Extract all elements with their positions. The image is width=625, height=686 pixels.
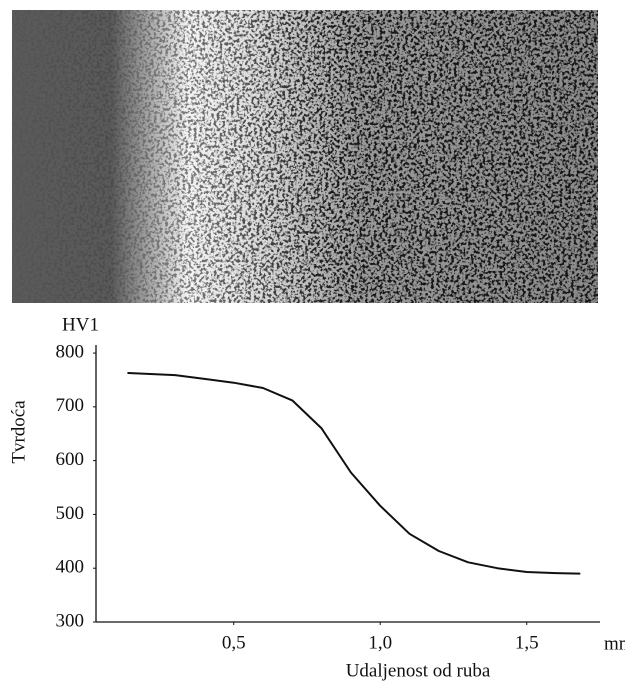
y-tick-label: 400	[56, 557, 85, 578]
x-unit: mm	[604, 633, 625, 654]
x-tick-label: 1,0	[368, 632, 392, 653]
micrograph	[12, 10, 598, 303]
y-tick-label: 300	[56, 610, 85, 631]
y-tick-label: 800	[56, 341, 85, 362]
x-tick-label: 1,5	[515, 632, 539, 653]
y-tick-label: 600	[56, 449, 85, 470]
y-label: Tvrdoća	[8, 400, 29, 464]
x-tick-label: 0,5	[222, 632, 246, 653]
x-label: Udaljenost od ruba	[346, 660, 491, 681]
line-series	[127, 372, 581, 575]
y-tick-label: 500	[56, 503, 85, 524]
y-tick-label: 700	[56, 395, 85, 416]
y-unit: HV1	[62, 314, 99, 335]
